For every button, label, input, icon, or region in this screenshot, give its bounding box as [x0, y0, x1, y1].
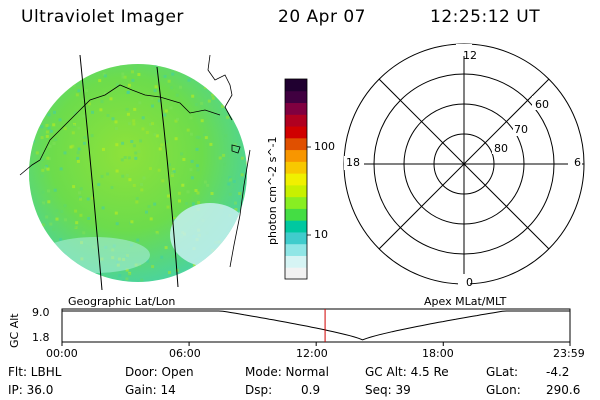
mlat-label-70: 70 [514, 123, 528, 136]
time-tick-0600: 06:00 [169, 347, 201, 360]
mlt-label-0: 0 [466, 276, 473, 289]
ip-status: IP: 36.0 [8, 383, 54, 397]
mlat-label-80: 80 [494, 142, 508, 155]
meridian-line [156, 66, 179, 288]
colorbar-block [285, 184, 307, 198]
mode-status: Mode: Normal [245, 365, 329, 379]
colorbar-tick-100: 100 [314, 140, 335, 153]
time-tick-0000: 00:00 [46, 347, 78, 360]
altitude-curve [62, 310, 570, 341]
colorbar-block [285, 208, 307, 221]
dsp-label: Dsp: [245, 383, 273, 397]
mlat-label-60: 60 [535, 98, 549, 111]
altitude-track-plot: GC Alt [8, 308, 571, 348]
colorbar-blocks [285, 79, 307, 280]
colorbar-block [285, 126, 307, 139]
colorbar-block [285, 243, 307, 256]
colorbar-block [285, 114, 307, 127]
colorbar-frame [284, 78, 308, 280]
colorbar-block [285, 173, 307, 186]
colorbar-block [285, 149, 307, 162]
colorbar-block [285, 196, 307, 209]
time-tick-1200: 12:00 [296, 347, 328, 360]
filter-status: Flt: LBHL [8, 365, 62, 379]
instrument-title: Ultraviolet Imager [21, 7, 184, 27]
time-tick-1800: 18:00 [422, 347, 454, 360]
altitude-axis-label: GC Alt [8, 313, 21, 348]
coastline [39, 84, 221, 161]
dsp-value: 0.9 [301, 383, 321, 397]
colorbar-block [285, 79, 307, 92]
colorbar-block [285, 90, 307, 104]
right-panel-caption: Apex MLat/MLT [424, 295, 507, 308]
door-status: Door: Open [125, 365, 194, 379]
left-panel-caption: Geographic Lat/Lon [68, 295, 176, 308]
dim-region [170, 203, 247, 267]
colorbar-block [285, 220, 307, 233]
mlt-label-18: 18 [346, 156, 360, 169]
glat-label: GLat: [486, 365, 519, 379]
time-label: 12:25:12 UT [430, 7, 541, 27]
glon-label: GLon: [486, 383, 521, 397]
colorbar-tick-10: 10 [314, 228, 328, 241]
gain-status: Gain: 14 [125, 383, 176, 397]
polar-mlat-mlt-grid [343, 43, 585, 286]
glat-value: -4.2 [546, 365, 570, 379]
colorbar-block [285, 161, 307, 174]
colorbar-block [285, 137, 307, 151]
colorbar-block [285, 231, 307, 245]
altitude-tick-9: 9.0 [32, 306, 50, 319]
colorbar-block [285, 255, 307, 268]
geographic-globe-image [19, 54, 251, 291]
meridian-line [79, 54, 103, 291]
altitude-plot-frame [61, 308, 571, 343]
altitude-tick-1-8: 1.8 [32, 331, 50, 344]
gc-altitude-status: GC Alt: 4.5 Re [365, 365, 449, 379]
mlt-label-12: 12 [463, 49, 477, 62]
glon-value: 290.6 [546, 383, 581, 397]
sequence-status: Seq: 39 [365, 383, 411, 397]
colorbar: photon cm^-2 s^-1 [266, 78, 311, 280]
colorbar-block [285, 102, 307, 115]
mlt-label-6: 6 [574, 156, 581, 169]
colorbar-unit-label: photon cm^-2 s^-1 [266, 136, 279, 245]
colorbar-block [285, 267, 307, 280]
date-label: 20 Apr 07 [278, 7, 366, 27]
time-tick-2359: 23:59 [553, 347, 585, 360]
